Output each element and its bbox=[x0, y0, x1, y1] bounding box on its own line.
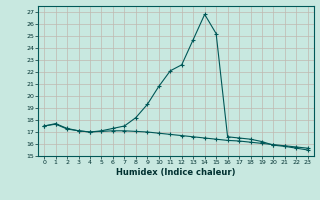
X-axis label: Humidex (Indice chaleur): Humidex (Indice chaleur) bbox=[116, 168, 236, 177]
